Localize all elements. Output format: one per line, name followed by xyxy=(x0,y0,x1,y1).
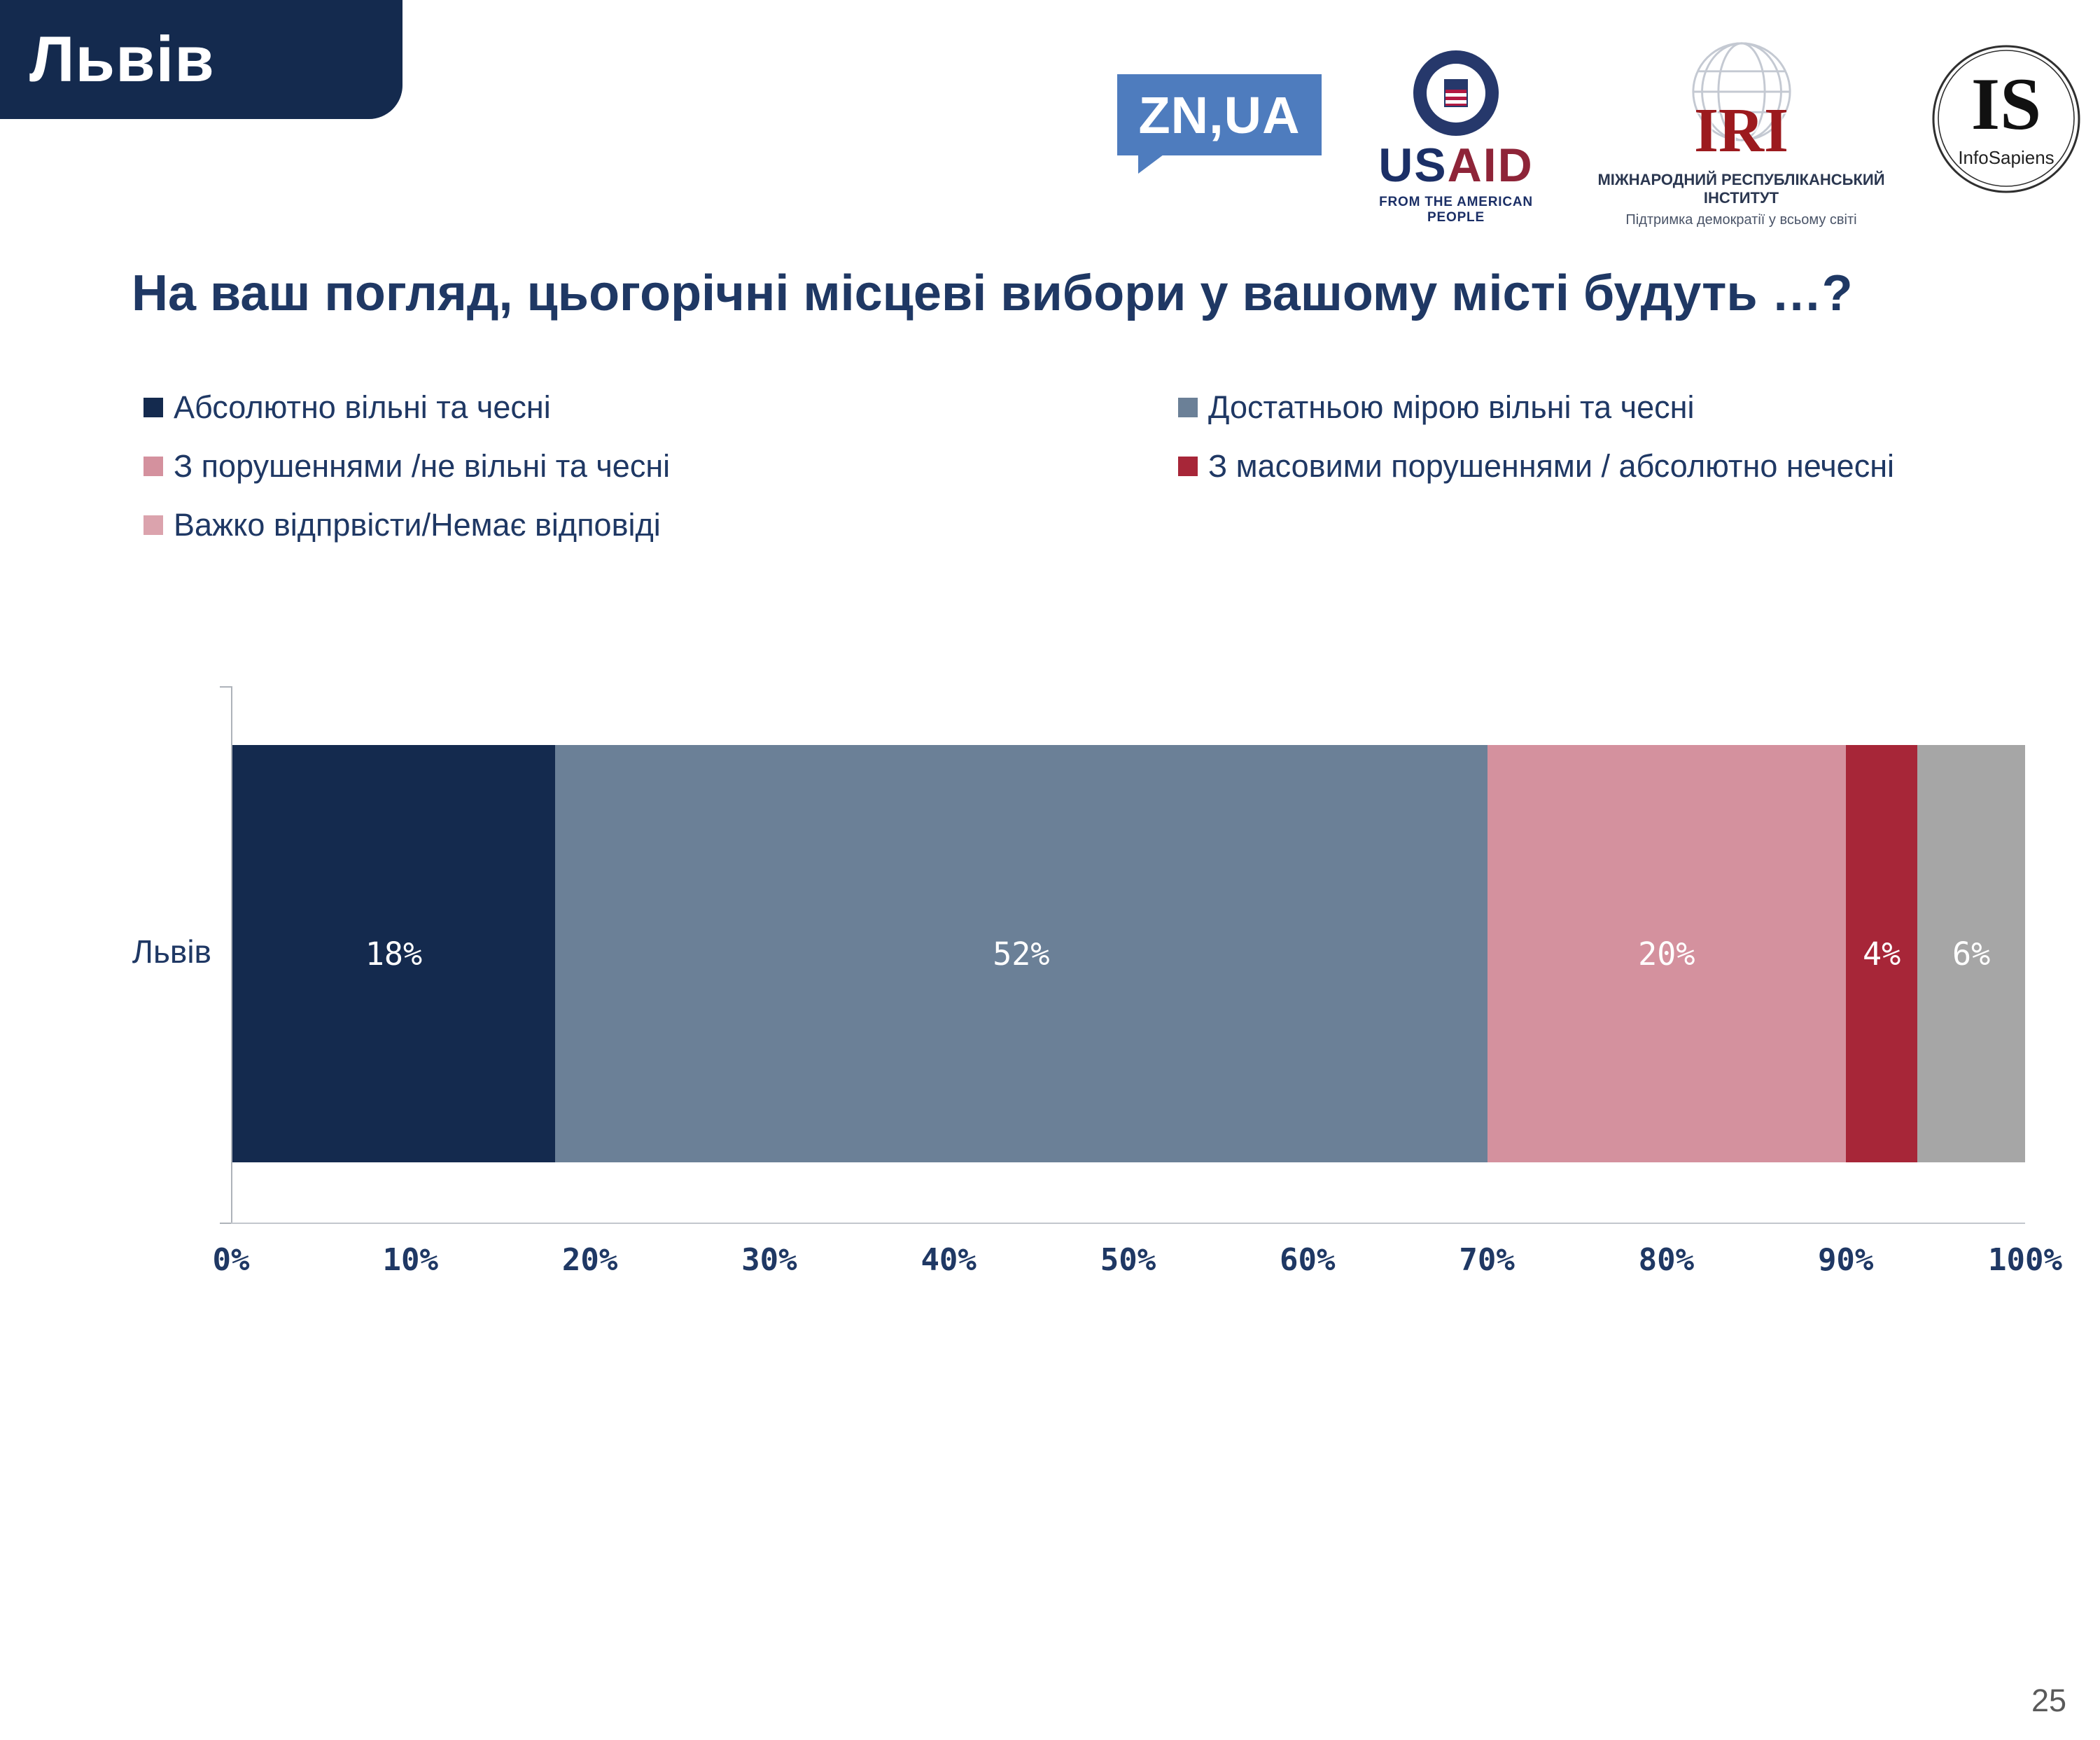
bar-segment-2: 20% xyxy=(1487,745,1846,1162)
legend-label: З порушеннями /не вільні та чесні xyxy=(174,448,671,484)
legend-item-0: Абсолютно вільні та чесні xyxy=(144,389,1178,426)
question-title: На ваш погляд, цьогорічні місцеві вибори… xyxy=(132,265,1853,321)
iri-globe-wrap: IRI xyxy=(1578,41,1904,162)
legend-label: Достатньою мірою вільні та чесні xyxy=(1208,389,1695,425)
category-label: Львів xyxy=(132,933,211,970)
x-tick-label: 20% xyxy=(561,1242,618,1278)
legend-label: З масовими порушеннями / абсолютно нечес… xyxy=(1208,448,1895,484)
x-tick-label: 40% xyxy=(920,1242,976,1278)
usaid-word-us: US xyxy=(1378,139,1448,192)
x-tick-label: 0% xyxy=(212,1242,250,1278)
bar-segment-value: 4% xyxy=(1863,935,1901,973)
legend-swatch-icon xyxy=(144,398,163,417)
znua-logo: ZN,UA xyxy=(1117,74,1322,174)
usaid-tagline: FROM THE AMERICAN PEOPLE xyxy=(1379,195,1533,225)
bar-segment-3: 4% xyxy=(1845,745,1918,1162)
infosapiens-rings-icon xyxy=(1932,45,2080,193)
bar-segment-1: 52% xyxy=(554,745,1488,1162)
usaid-seal-icon xyxy=(1413,50,1499,136)
usaid-logo: USAID FROM THE AMERICAN PEOPLE xyxy=(1358,49,1554,225)
x-tick-label: 10% xyxy=(382,1242,439,1278)
x-tick-label: 90% xyxy=(1817,1242,1874,1278)
znua-logo-text: ZN,UA xyxy=(1138,85,1301,144)
x-tick-label: 30% xyxy=(741,1242,797,1278)
iri-logo: IRI МІЖНАРОДНИЙ РЕСПУБЛІКАНСЬКИЙ ІНСТИТУ… xyxy=(1578,41,1904,228)
legend-item-1: Достатньою мірою вільні та чесні xyxy=(1178,389,1894,426)
bar-segment-value: 20% xyxy=(1638,935,1695,973)
bar-segment-value: 6% xyxy=(1952,935,1991,973)
plot-area: 18% 52% 20% 4% 6% 0% 10% 20% 30% 40% 50% 60% 70% 80%… xyxy=(213,686,2062,1278)
bar-segment-0: 18% xyxy=(232,745,555,1162)
legend-label: Абсолютно вільні та чесні xyxy=(174,389,551,425)
infosapiens-name: InfoSapiens xyxy=(1958,147,2054,168)
x-tick-label: 80% xyxy=(1638,1242,1695,1278)
legend-swatch-icon xyxy=(144,457,163,476)
city-tab-label: Львів xyxy=(29,23,215,95)
legend-label: Важко відпрвісти/Немає відповіді xyxy=(174,507,661,543)
bar-segment-value: 18% xyxy=(365,935,423,973)
legend-item-3: З масовими порушеннями / абсолютно нечес… xyxy=(1178,448,1894,485)
usaid-word-aid: AID xyxy=(1447,139,1534,192)
legend-swatch-icon xyxy=(1178,398,1198,417)
usaid-wordmark: USAID xyxy=(1358,141,1554,189)
x-tick-label: 100% xyxy=(1988,1242,2062,1278)
infosapiens-abbr: IS xyxy=(1970,63,2042,145)
x-axis-tick-labels: 0% 10% 20% 30% 40% 50% 60% 70% 80% 90% 100% xyxy=(213,1242,2062,1284)
legend-swatch-icon xyxy=(1178,457,1198,476)
legend-swatch-icon xyxy=(144,515,163,535)
x-tick-label: 50% xyxy=(1100,1242,1156,1278)
city-tab: Львів xyxy=(0,0,402,119)
globe-icon xyxy=(1691,42,1791,141)
x-axis-line xyxy=(231,1223,2025,1224)
chart-legend: Абсолютно вільні та чесні Достатньою міро… xyxy=(144,389,1894,543)
bar-segment-value: 52% xyxy=(993,935,1050,973)
x-tick-label: 70% xyxy=(1459,1242,1515,1278)
y-axis-line xyxy=(220,686,232,1224)
iri-caption-line1: МІЖНАРОДНИЙ РЕСПУБЛІКАНСЬКИЙ ІНСТИТУТ xyxy=(1597,171,1885,207)
iri-caption-line2: Підтримка демократії у всьому світі xyxy=(1625,212,1857,228)
legend-item-2: З порушеннями /не вільні та чесні xyxy=(144,448,1178,485)
iri-wordmark: IRI xyxy=(1693,96,1789,165)
legend-item-4: Важко відпрвісти/Немає відповіді xyxy=(144,507,1178,543)
stacked-bar: 18% 52% 20% 4% 6% xyxy=(232,745,2025,1162)
x-tick-label: 60% xyxy=(1280,1242,1336,1278)
page-number: 25 xyxy=(2031,1683,2066,1718)
bar-segment-4: 6% xyxy=(1917,745,2025,1162)
infosapiens-logo: IS InfoSapiens xyxy=(1931,43,2082,195)
